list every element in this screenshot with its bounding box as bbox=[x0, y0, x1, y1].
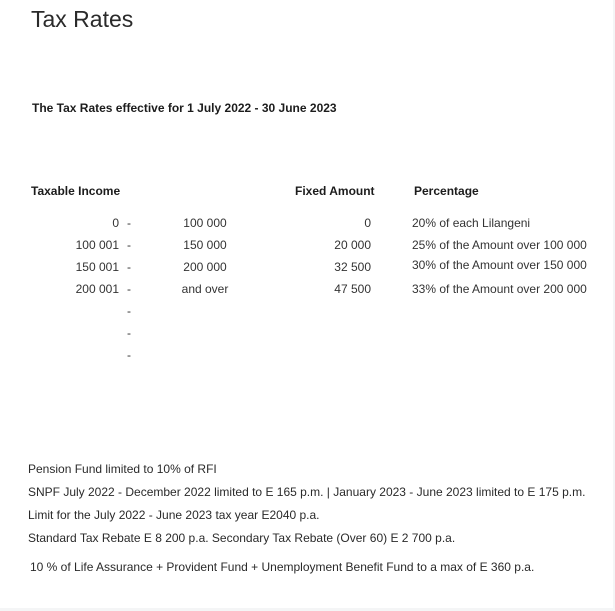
income-to-cell: 200 000 bbox=[183, 260, 227, 274]
note-pension-fund: Pension Fund limited to 10% of RFI bbox=[28, 462, 217, 476]
income-from-cell: 150 001 bbox=[75, 260, 119, 274]
income-from-cell: 100 001 bbox=[75, 238, 119, 252]
percentage-cell: 33% of the Amount over 200 000 bbox=[412, 282, 587, 296]
percentage-cell: 30% of the Amount over 150 000 bbox=[412, 258, 587, 272]
fixed-amount-cell: 0 bbox=[364, 216, 371, 230]
table-row: 200 001 - and over 47 500 33% of the Amo… bbox=[0, 280, 615, 302]
fixed-amount-cell: 32 500 bbox=[334, 260, 371, 274]
income-from-cell: 200 001 bbox=[75, 282, 119, 296]
notes-section: Pension Fund limited to 10% of RFI SNPF … bbox=[28, 461, 585, 582]
table-row: 100 001 - 150 000 20 000 25% of the Amou… bbox=[0, 236, 615, 258]
range-dash: - bbox=[127, 304, 131, 318]
table-row: - bbox=[0, 302, 615, 324]
note-snpf: SNPF July 2022 - December 2022 limited t… bbox=[28, 485, 586, 499]
percentage-cell: 20% of each Lilangeni bbox=[412, 216, 531, 230]
note-life-assurance: 10 % of Life Assurance + Provident Fund … bbox=[30, 560, 535, 574]
fixed-amount-cell: 20 000 bbox=[334, 238, 371, 252]
fixed-amount-cell: 47 500 bbox=[334, 282, 371, 296]
range-dash: - bbox=[127, 260, 131, 274]
income-to-cell: 150 000 bbox=[183, 238, 227, 252]
table-row: 0 - 100 000 0 20% of each Lilangeni bbox=[0, 214, 615, 236]
table-row: - bbox=[0, 346, 615, 368]
table-row: 150 001 - 200 000 32 500 30% of the Amou… bbox=[0, 258, 615, 280]
effective-period-heading: The Tax Rates effective for 1 July 2022 … bbox=[32, 101, 337, 115]
range-dash: - bbox=[127, 282, 131, 296]
table-row: - bbox=[0, 324, 615, 346]
range-dash: - bbox=[127, 326, 131, 340]
page-title: Tax Rates bbox=[31, 6, 134, 32]
note-rebate: Standard Tax Rebate E 8 200 p.a. Seconda… bbox=[28, 531, 456, 545]
range-dash: - bbox=[127, 216, 131, 230]
column-header-taxable-income: Taxable Income bbox=[31, 184, 121, 198]
tax-brackets-table: 0 - 100 000 0 20% of each Lilangeni 100 … bbox=[0, 214, 615, 368]
note-limit: Limit for the July 2022 - June 2023 tax … bbox=[28, 508, 320, 522]
income-to-cell: and over bbox=[181, 282, 229, 296]
income-from-cell: 0 bbox=[112, 216, 119, 230]
percentage-cell: 25% of the Amount over 100 000 bbox=[412, 238, 587, 252]
range-dash: - bbox=[127, 348, 131, 362]
income-to-cell: 100 000 bbox=[183, 216, 227, 230]
range-dash: - bbox=[127, 238, 131, 252]
column-header-fixed-amount: Fixed Amount bbox=[295, 184, 375, 198]
column-header-percentage: Percentage bbox=[414, 184, 479, 198]
